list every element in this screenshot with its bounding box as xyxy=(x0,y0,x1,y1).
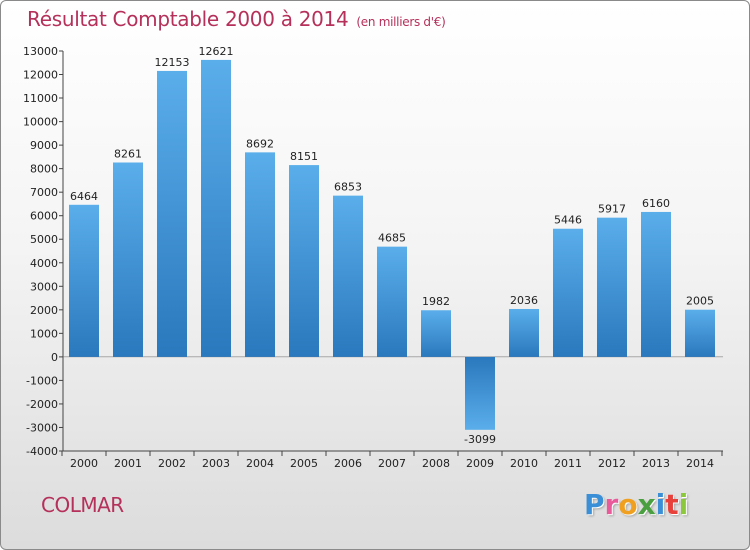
data-label: 2005 xyxy=(686,295,714,308)
data-label: 12621 xyxy=(199,45,234,58)
y-tick-label: 1000 xyxy=(30,327,58,340)
bar xyxy=(465,356,495,430)
x-tick-label: 2007 xyxy=(378,457,406,470)
data-label: 5446 xyxy=(554,214,582,227)
bar xyxy=(509,308,539,357)
y-tick-label: -2000 xyxy=(26,398,58,411)
x-tick-label: 2009 xyxy=(466,457,494,470)
x-tick-label: 2001 xyxy=(114,457,142,470)
y-tick-label: 6000 xyxy=(30,210,58,223)
x-tick-label: 2004 xyxy=(246,457,274,470)
x-tick-label: 2008 xyxy=(422,457,450,470)
bar xyxy=(553,228,583,357)
y-tick-label: 13000 xyxy=(23,45,58,58)
bar xyxy=(421,310,451,357)
data-label: 1982 xyxy=(422,295,450,308)
data-label: 6160 xyxy=(642,197,670,210)
bar xyxy=(289,165,319,357)
logo-letter: r xyxy=(604,488,619,521)
y-tick-label: 11000 xyxy=(23,92,58,105)
y-tick-label: 2000 xyxy=(30,304,58,317)
y-tick-label: -4000 xyxy=(26,445,58,458)
data-label: 8261 xyxy=(114,148,142,161)
x-tick-label: 2003 xyxy=(202,457,230,470)
bar xyxy=(333,195,363,357)
bar xyxy=(377,246,407,357)
x-tick-label: 2012 xyxy=(598,457,626,470)
x-tick-label: 2013 xyxy=(642,457,670,470)
bar xyxy=(685,309,715,357)
x-tick-label: 2000 xyxy=(70,457,98,470)
data-label: 2036 xyxy=(510,294,538,307)
y-tick-label: 9000 xyxy=(30,139,58,152)
x-tick-label: 2010 xyxy=(510,457,538,470)
y-tick-label: 7000 xyxy=(30,186,58,199)
y-tick-label: -1000 xyxy=(26,374,58,387)
data-label: 6853 xyxy=(334,181,362,194)
logo-letter: P xyxy=(584,488,605,521)
data-label: -3099 xyxy=(464,433,496,446)
chart-title: Résultat Comptable 2000 à 2014 (en millie… xyxy=(27,7,446,31)
proxiti-logo: Proxiti xyxy=(584,488,688,521)
bar xyxy=(641,211,671,357)
logo-letter: i xyxy=(678,488,689,521)
bar xyxy=(245,152,275,357)
y-tick-label: 8000 xyxy=(30,163,58,176)
data-label: 5917 xyxy=(598,203,626,216)
data-label: 12153 xyxy=(155,56,190,69)
data-label: 8692 xyxy=(246,137,274,150)
x-tick-label: 2006 xyxy=(334,457,362,470)
logo-letter: o xyxy=(618,488,638,521)
chart-title-text: Résultat Comptable 2000 à 2014 xyxy=(27,7,349,31)
y-tick-label: 4000 xyxy=(30,257,58,270)
x-tick-label: 2011 xyxy=(554,457,582,470)
bar xyxy=(201,59,231,357)
bar xyxy=(113,162,143,357)
logo-letter: i xyxy=(655,488,666,521)
y-tick-label: 10000 xyxy=(23,116,58,129)
x-tick-label: 2014 xyxy=(686,457,714,470)
data-label: 4685 xyxy=(378,232,406,245)
y-tick-label: 5000 xyxy=(30,233,58,246)
commune-name: COLMAR xyxy=(41,493,124,517)
x-tick-label: 2002 xyxy=(158,457,186,470)
bar xyxy=(69,204,99,357)
bar xyxy=(157,70,187,357)
data-label: 6464 xyxy=(70,190,98,203)
bar xyxy=(597,217,627,357)
y-tick-label: 0 xyxy=(51,351,58,364)
data-label: 8151 xyxy=(290,150,318,163)
y-tick-label: 3000 xyxy=(30,280,58,293)
logo-letter: x xyxy=(637,488,656,521)
chart-subtitle: (en milliers d'€) xyxy=(356,15,446,29)
x-tick-label: 2005 xyxy=(290,457,318,470)
logo-letter: t xyxy=(665,488,679,521)
y-tick-label: 12000 xyxy=(23,69,58,82)
y-tick-label: -3000 xyxy=(26,421,58,434)
